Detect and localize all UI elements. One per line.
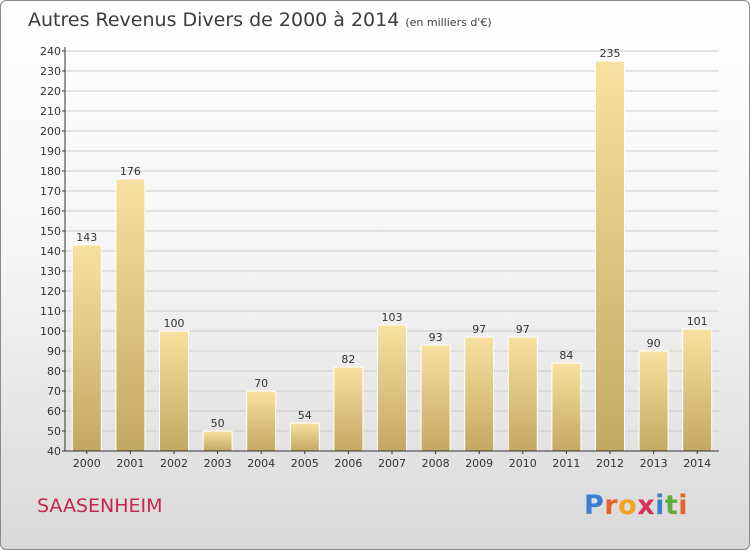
- bar-2007: [377, 324, 407, 452]
- logo-letter: i: [678, 490, 689, 521]
- y-tick-label: 100: [40, 325, 61, 338]
- commune-name: SAASENHEIM: [37, 495, 163, 517]
- y-tick-label: 200: [40, 125, 61, 138]
- y-tick-label: 180: [40, 165, 61, 178]
- data-labels: 143 176 100 50 70 54 82 103 93 97 97 84 235 90 101: [76, 47, 707, 430]
- bar-2002: [159, 330, 189, 452]
- y-tick-label: 80: [47, 365, 61, 378]
- data-label: 143: [76, 231, 97, 244]
- bar-2006: [333, 366, 364, 452]
- x-tick-label: 2014: [683, 457, 711, 470]
- y-tick-label: 120: [40, 285, 61, 298]
- bars: [71, 60, 713, 452]
- x-tick-label: 2002: [160, 457, 188, 470]
- axes: 40 50 60 70 80 90 100 110 120 130 140 150 160 170 180 1…: [40, 45, 719, 470]
- chart-title-block: Autres Revenus Divers de 2000 à 2014 (en …: [28, 9, 492, 31]
- x-tick-label: 2008: [422, 457, 450, 470]
- x-tick-label: 2000: [73, 457, 101, 470]
- y-tick-label: 130: [40, 265, 61, 278]
- data-label: 103: [382, 311, 403, 324]
- y-tick-label: 210: [40, 105, 61, 118]
- data-label: 54: [298, 409, 312, 422]
- bar-2010: [507, 336, 538, 452]
- y-tick-label: 230: [40, 65, 61, 78]
- bar-2009: [464, 336, 495, 452]
- logo-letter: i: [655, 490, 665, 521]
- bar-2013: [638, 350, 669, 452]
- bar-2011: [551, 362, 582, 452]
- bar-2008: [420, 344, 451, 452]
- y-tick-label: 60: [47, 405, 61, 418]
- x-tick-label: 2004: [247, 457, 275, 470]
- y-tick-label: 220: [40, 85, 61, 98]
- bar-2014: [682, 328, 713, 452]
- logo-letter: r: [604, 490, 619, 521]
- y-tick-label: 190: [40, 145, 61, 158]
- bar-2004: [246, 390, 277, 452]
- x-tick-label: 2003: [204, 457, 232, 470]
- logo-letter: o: [618, 490, 638, 521]
- data-label: 70: [254, 377, 268, 390]
- bar-2003: [202, 430, 233, 452]
- data-label: 100: [164, 317, 185, 330]
- x-tick-label: 2009: [465, 457, 493, 470]
- logo-letter: t: [664, 490, 679, 521]
- x-tick-label: 2013: [640, 457, 668, 470]
- x-tick-label: 2010: [509, 457, 537, 470]
- x-tick-label: 2011: [552, 457, 580, 470]
- logo-letter: P: [584, 490, 605, 521]
- y-tick-label: 50: [47, 425, 61, 438]
- data-label: 235: [600, 47, 621, 60]
- data-label: 176: [120, 165, 141, 178]
- data-label: 101: [687, 315, 708, 328]
- y-tick-label: 240: [40, 45, 61, 58]
- x-tick-label: 2007: [378, 457, 406, 470]
- x-tick-label: 2001: [116, 457, 144, 470]
- y-tick-label: 170: [40, 185, 61, 198]
- data-label: 93: [429, 331, 443, 344]
- bar-2000: [71, 244, 102, 452]
- proxiti-logo: Proxiti: [584, 490, 688, 521]
- y-tick-label: 70: [47, 385, 61, 398]
- data-label: 84: [559, 349, 573, 362]
- x-tick-label: 2006: [334, 457, 362, 470]
- bar-2012: [595, 60, 625, 452]
- chart-unit-note: (en milliers d'€): [405, 16, 492, 29]
- y-tick-label: 160: [40, 205, 61, 218]
- data-label: 97: [472, 323, 486, 336]
- x-tick-label: 2005: [291, 457, 319, 470]
- y-tick-label: 110: [40, 305, 61, 318]
- y-tick-label: 40: [47, 445, 61, 458]
- logo-letter: x: [637, 490, 656, 521]
- bar-2001: [115, 178, 146, 452]
- data-label: 50: [211, 417, 225, 430]
- data-label: 82: [341, 353, 355, 366]
- y-tick-label: 90: [47, 345, 61, 358]
- x-tick-label: 2012: [596, 457, 624, 470]
- y-tick-label: 140: [40, 245, 61, 258]
- data-label: 97: [516, 323, 530, 336]
- bar-2005: [289, 422, 320, 452]
- y-tick-label: 150: [40, 225, 61, 238]
- data-label: 90: [647, 337, 661, 350]
- chart-title: Autres Revenus Divers de 2000 à 2014: [28, 9, 400, 31]
